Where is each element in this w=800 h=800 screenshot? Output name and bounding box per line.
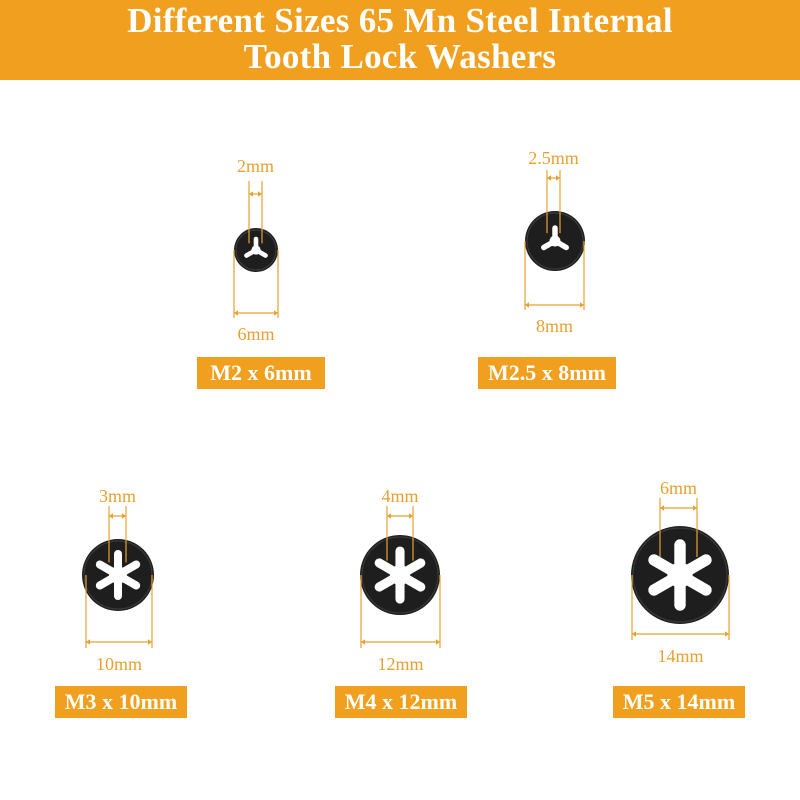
inner-dim-m4-text: 4mm [381,486,418,506]
size-label-m5: M5 x 14mm [613,686,745,718]
washer-slot [541,238,558,251]
washer-m3 [82,539,154,611]
washer-group-m3: 3mm 10mm [82,486,154,674]
washer-slot [95,560,122,579]
washer-rim [235,229,277,271]
arrow-head [409,513,413,519]
arrow-head [725,631,729,637]
washer-slot [648,554,686,581]
arrow-head [148,639,152,645]
size-label-m2: M2 x 6mm [197,357,325,389]
washer-m4 [360,535,440,615]
washer-m2-5 [525,211,585,271]
arrow-head [274,310,278,316]
washer-m2 [234,228,278,272]
inner-dim-m2-5-text: 2.5mm [528,148,579,168]
washer-m5 [631,526,729,624]
inner-dim-m2-text: 2mm [237,156,274,176]
inner-dim-m3-text: 3mm [99,486,136,506]
outer-dim-m3-text: 10mm [96,654,142,674]
arrow-head [387,513,391,519]
washer-rim [632,527,728,623]
outer-dim-m4-text: 12mm [377,654,423,674]
arrow-head [109,513,113,519]
arrow-head [361,639,365,645]
arrow-head [258,191,262,197]
washer-opening [374,546,426,604]
washer-group-m2: 2mm 6mm [233,156,279,344]
washer-group-m4: 4mm 12mm [360,486,441,674]
arrow-head [556,175,560,181]
title-line-1: Different Sizes 65 Mn Steel Internal [127,1,673,40]
arrow-head [86,639,90,645]
outer-dim-m5-text: 14mm [657,646,703,666]
washer-rim [361,536,439,614]
washer-rim [526,212,584,270]
washer-opening [541,225,569,251]
title-banner: Different Sizes 65 Mn Steel Internal Too… [0,0,800,80]
arrow-head [234,310,238,316]
title-line-2: Tooth Lock Washers [243,37,557,76]
washer-opening [244,236,268,258]
washer-opening [648,539,712,611]
washer-slot [244,247,259,258]
inner-dim-m5-text: 6mm [660,478,697,498]
size-label-m2-5: M2.5 x 8mm [478,357,616,389]
arrow-head [660,505,664,511]
washers-layer: 2mm 6mm 2.5mm 8mm 3mm 10mm 4mm 12mm 6mm 14mm [82,148,730,674]
arrow-head [249,191,253,197]
arrow-head [122,513,126,519]
arrow-head [693,505,697,511]
arrow-head [632,631,636,637]
arrow-head [580,302,584,308]
outer-dim-m2-5-text: 8mm [536,316,573,336]
arrow-head [436,639,440,645]
size-label-m4: M4 x 12mm [335,686,467,718]
outer-dim-m2-text: 6mm [237,324,274,344]
size-label-m3: M3 x 10mm [55,686,187,718]
washer-slot [374,558,405,580]
washer-group-m5: 6mm 14mm [631,478,730,666]
washer-opening [95,550,141,600]
arrow-head [547,175,551,181]
washer-group-m2-5: 2.5mm 8mm [524,148,585,336]
arrow-head [525,302,529,308]
